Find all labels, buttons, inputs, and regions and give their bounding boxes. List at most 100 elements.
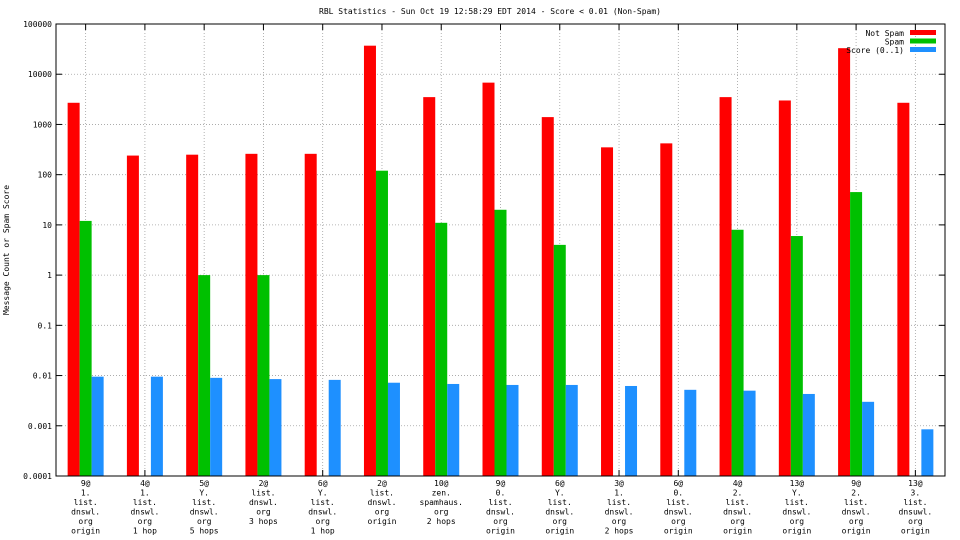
x-tick-label-line: org bbox=[78, 517, 93, 526]
y-tick-label: 100 bbox=[38, 171, 53, 180]
x-tick-label-line: 3 hops bbox=[249, 517, 278, 526]
x-tick-label-line: org bbox=[197, 517, 212, 526]
x-tick-label-line: list. bbox=[74, 498, 98, 507]
legend-label: Spam bbox=[885, 38, 904, 47]
bar-not-spam bbox=[67, 102, 80, 476]
x-tick-label: 9@ 1. list. dnswl. org origin bbox=[71, 479, 100, 536]
x-tick-label-line: list. bbox=[785, 498, 809, 507]
bar-not-spam bbox=[778, 100, 791, 476]
x-tick-label-line: dnswl. bbox=[842, 508, 871, 517]
x-tick-label-line: dnswl. bbox=[71, 508, 100, 517]
x-tick-label: 6@ Y. list. dnswl. org 1 hop bbox=[308, 479, 337, 536]
x-tick-label-line: origin bbox=[545, 527, 574, 536]
x-tick-label-line: 13@ bbox=[908, 479, 923, 488]
x-tick-label-line: org bbox=[493, 517, 508, 526]
x-tick-label-line: origin bbox=[486, 527, 515, 536]
bar-score-0-1 bbox=[862, 401, 875, 476]
x-tick-label-line: org bbox=[849, 517, 864, 526]
bar-not-spam bbox=[363, 45, 376, 477]
x-tick-label-line: org bbox=[256, 508, 271, 517]
x-tick-label-line: org bbox=[671, 517, 686, 526]
x-tick-label: 4@ 1. list. dnswl. org 1 hop bbox=[130, 479, 159, 536]
bar-spam bbox=[79, 220, 92, 476]
bar-spam bbox=[198, 275, 211, 476]
x-tick-label-line: 4@ bbox=[140, 479, 150, 488]
plot-frame bbox=[55, 23, 946, 477]
legend-label: Score (0..1) bbox=[846, 46, 904, 55]
legend-swatch bbox=[910, 47, 936, 52]
x-tick-label-line: origin bbox=[664, 527, 693, 536]
x-tick-label-line: dnswl. bbox=[190, 508, 219, 517]
x-tick-label-line: origin bbox=[842, 527, 871, 536]
bar-not-spam bbox=[601, 147, 614, 477]
y-tick-label: 0.0001 bbox=[23, 472, 52, 481]
bar-not-spam bbox=[126, 155, 139, 477]
x-tick-label-line: list. bbox=[133, 498, 157, 507]
x-tick-label-line: list. bbox=[488, 498, 512, 507]
x-tick-label-line: org bbox=[553, 517, 568, 526]
x-tick-label-line: dnswl. bbox=[486, 508, 515, 517]
x-tick-label-line: origin bbox=[368, 517, 397, 526]
bar-score-0-1 bbox=[387, 382, 400, 476]
y-tick-label: 1000 bbox=[33, 120, 52, 129]
x-tick-label-line: org bbox=[908, 517, 923, 526]
bar-spam bbox=[494, 209, 507, 476]
bar-score-0-1 bbox=[743, 390, 756, 476]
x-tick-label-line: 3. bbox=[911, 489, 921, 498]
x-tick-label: 2@ list. dnswl. org origin bbox=[368, 479, 397, 526]
x-tick-label-line: dnswl. bbox=[605, 508, 634, 517]
x-tick-label-line: 5 hops bbox=[190, 527, 219, 536]
x-tick-label-line: dnswl. bbox=[545, 508, 574, 517]
x-tick-label-line: 3@ bbox=[614, 479, 624, 488]
x-tick-label-line: list. bbox=[903, 498, 927, 507]
x-tick-label: 6@ 0. list. dnswl. org origin bbox=[664, 479, 693, 536]
x-tick-label-line: list. bbox=[844, 498, 868, 507]
bar-score-0-1 bbox=[447, 383, 460, 476]
y-tick-label: 0.001 bbox=[28, 422, 52, 431]
legend-swatch bbox=[910, 38, 936, 44]
bar-spam bbox=[375, 170, 388, 476]
x-tick-label: 3@ 1. list. dnswl. org 2 hops bbox=[605, 479, 634, 536]
x-tick-label-line: dnsuwl. bbox=[899, 508, 933, 517]
y-axis-label: Message Count or Spam Score bbox=[2, 185, 11, 315]
bar-spam bbox=[435, 222, 448, 476]
y-tick-label: 1 bbox=[47, 271, 52, 280]
x-tick-label-line: 1 hop bbox=[133, 527, 157, 536]
y-tick-label: 100000 bbox=[23, 20, 52, 29]
x-tick-label-line: 2 hops bbox=[605, 527, 634, 536]
x-tick-label-line: list. bbox=[726, 498, 750, 507]
bar-not-spam bbox=[660, 143, 673, 476]
y-tick-label: 10 bbox=[42, 221, 52, 230]
x-tick-label-line: 1. bbox=[614, 489, 624, 498]
x-tick-label: 2@ list. dnswl. org 3 hops bbox=[249, 479, 278, 526]
bar-spam bbox=[257, 275, 270, 476]
bar-score-0-1 bbox=[506, 384, 519, 476]
x-tick-label-line: org bbox=[612, 517, 627, 526]
x-tick-label-line: dnswl. bbox=[308, 508, 337, 517]
x-tick-label: 9@ 2. list. dnswl. org origin bbox=[842, 479, 871, 536]
x-tick-label-line: 2 hops bbox=[427, 517, 456, 526]
bar-not-spam bbox=[897, 102, 910, 476]
x-tick-label-line: dnswl. bbox=[368, 498, 397, 507]
legend-label: Not Spam bbox=[865, 29, 904, 38]
bar-spam bbox=[553, 244, 566, 476]
x-tick-label-line: dnswl. bbox=[782, 508, 811, 517]
bar-not-spam bbox=[541, 117, 554, 477]
x-tick-label-line: list. bbox=[607, 498, 631, 507]
x-tick-label-line: 10@ bbox=[434, 479, 449, 488]
x-tick-label-line: Y. bbox=[792, 489, 802, 498]
x-tick-label-line: list. bbox=[192, 498, 216, 507]
x-tick-label-line: 6@ bbox=[318, 479, 328, 488]
x-tick-label-line: origin bbox=[901, 527, 930, 536]
x-tick-label-line: Y. bbox=[555, 489, 565, 498]
x-tick-label: 6@ Y. list. dnswl. org origin bbox=[545, 479, 574, 536]
y-tick-label: 0.1 bbox=[38, 321, 53, 330]
x-tick-label-line: dnswl. bbox=[664, 508, 693, 517]
x-tick-label-line: org bbox=[375, 508, 390, 517]
x-tick-label-line: list. bbox=[251, 489, 275, 498]
x-tick-label-line: list. bbox=[666, 498, 690, 507]
x-tick-label: 9@ 0. list. dnswl. org origin bbox=[486, 479, 515, 536]
x-tick-label-line: org bbox=[138, 517, 153, 526]
